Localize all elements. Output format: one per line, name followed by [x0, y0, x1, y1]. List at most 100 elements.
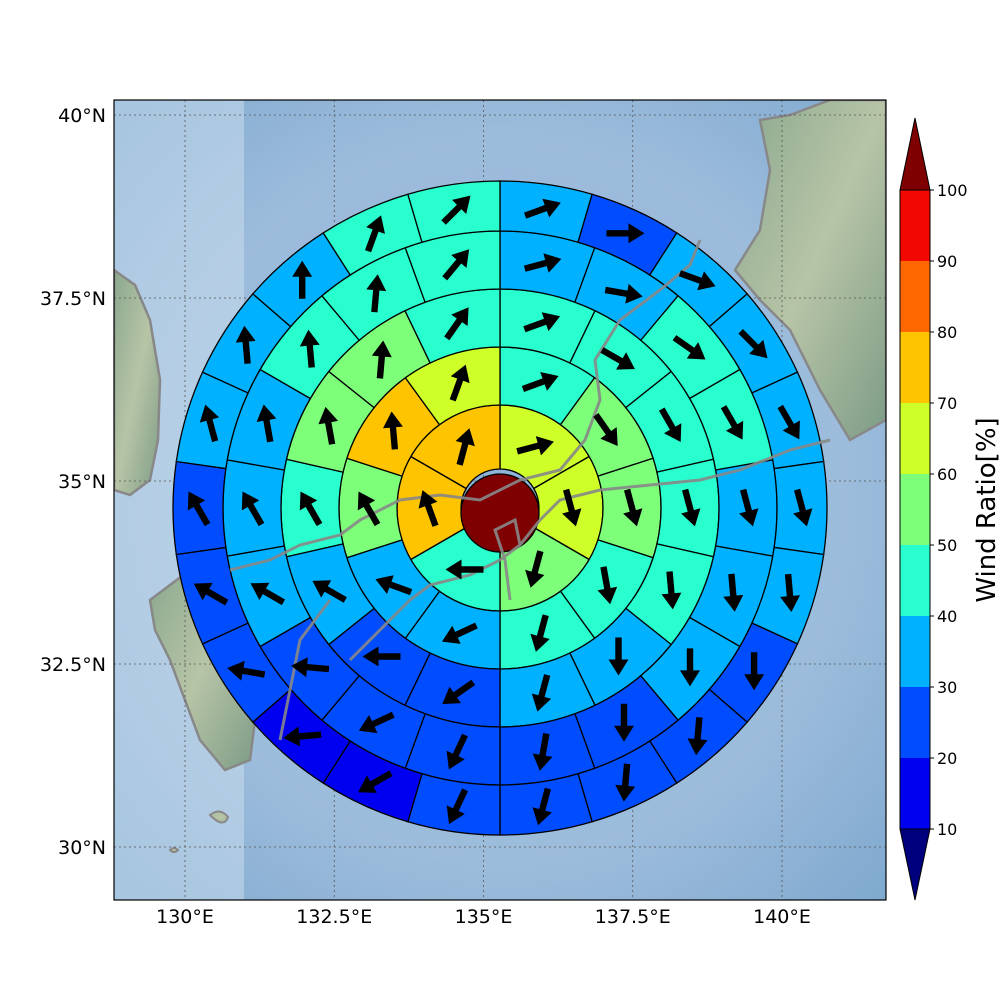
colorbar-segment: [900, 687, 930, 758]
wind-arrow-icon: [256, 404, 277, 443]
wind-arrow-icon: [623, 488, 643, 527]
wind-arrow-icon: [283, 726, 322, 747]
wind-arrow-icon: [312, 580, 347, 603]
wind-arrow-icon: [593, 413, 618, 446]
wind-arrow-icon: [358, 711, 395, 734]
wind-arrow-icon: [357, 491, 381, 527]
colorbar-tick-label: 30: [937, 678, 957, 697]
wind-arrow-icon: [446, 733, 468, 770]
land-honshu-north: [733, 100, 886, 442]
wind-arrow-icon: [444, 307, 469, 341]
wind-arrow-icon: [524, 198, 561, 219]
wind-arrow-icon: [383, 411, 403, 450]
x-tick-label: 137.5°E: [595, 906, 671, 928]
wind-arrow-icon: [532, 787, 552, 826]
wind-arrow-icon: [250, 582, 285, 606]
wind-arrow-icon: [681, 488, 701, 527]
wind-arrow-icon: [525, 550, 545, 588]
colorbar-tick-label: 50: [937, 536, 957, 555]
colorbar-segment: [900, 190, 930, 261]
x-axis-ticks: 130°E 132.5°E 135°E 137.5°E 140°E: [156, 906, 811, 928]
wind-arrow-icon: [187, 491, 211, 527]
colorbar-segment: [900, 474, 930, 545]
wind-arrow-icon: [235, 325, 256, 364]
wind-arrow-icon: [318, 406, 339, 445]
arrow-layer: [187, 195, 813, 826]
y-tick-label: 40°N: [58, 105, 106, 127]
plot-frame: [113, 99, 887, 901]
colorbar-tick-label: 10: [937, 820, 957, 839]
wind-arrow-icon: [530, 614, 550, 652]
colorbar-frame: [899, 189, 931, 830]
wind-arrow-icon: [562, 488, 582, 527]
wind-arrow-icon: [455, 428, 475, 466]
wind-arrow-icon: [365, 215, 385, 253]
colorbar-segment: [900, 758, 930, 829]
colorbar-tick-label: 20: [937, 749, 957, 768]
x-tick-label: 140°E: [753, 906, 811, 928]
wind-arrow-icon: [291, 657, 330, 678]
wind-arrow-icon: [661, 571, 682, 610]
wind-arrow-icon: [739, 488, 759, 527]
wind-arrow-icon: [516, 436, 554, 456]
land-korea: [114, 268, 162, 497]
wind-arrow-icon: [523, 253, 562, 273]
sector-layer: [172, 180, 828, 836]
colorbar-segment: [900, 545, 930, 616]
wind-arrow-icon: [241, 491, 265, 527]
wind-arrow-icon: [446, 788, 468, 825]
wind-arrow-icon: [680, 648, 700, 687]
wind-arrow-icon: [193, 582, 229, 606]
colorbar-label: Wind Ratio[%]: [972, 417, 1000, 602]
colorbar-segment: [900, 261, 930, 332]
x-tick-label: 135°E: [455, 906, 513, 928]
x-tick-label: 130°E: [156, 906, 214, 928]
wind-arrow-icon: [366, 274, 387, 313]
wind-arrow-icon: [614, 703, 634, 742]
wind-arrow-icon: [299, 329, 320, 368]
colorbar-segment: [900, 332, 930, 403]
wind-arrow-icon: [777, 404, 800, 440]
wind-arrow-icon: [744, 652, 765, 691]
land-islands: [168, 810, 230, 853]
wind-arrow-icon: [608, 637, 629, 676]
y-axis-ticks: 40°N 37.5°N 35°N 32.5°N 30°N: [40, 105, 106, 859]
y-tick-label: 32.5°N: [40, 654, 106, 676]
wind-arrow-icon: [687, 717, 708, 756]
colorbar-extend-max: [899, 117, 931, 191]
wind-arrow-icon: [375, 575, 413, 596]
y-tick-label: 35°N: [58, 471, 106, 493]
wind-arrow-icon: [418, 490, 439, 527]
wind-arrow-icon: [532, 733, 553, 771]
wind-arrow-icon: [371, 340, 392, 379]
center-circle: [460, 473, 540, 553]
wind-arrow-icon: [299, 491, 323, 527]
y-tick-label: 30°N: [58, 837, 106, 859]
wind-arrow-icon: [723, 573, 744, 612]
wind-arrow-icon: [227, 660, 266, 681]
wind-arrow-icon: [445, 559, 484, 580]
wind-arrow-icon: [521, 372, 559, 392]
wind-arrow-icon: [358, 770, 393, 793]
colorbar-tick-label: 60: [937, 465, 957, 484]
colorbar-extend-min: [899, 828, 931, 901]
colorbar-tick-label: 40: [937, 607, 957, 626]
wind-arrow-icon: [793, 488, 813, 527]
wind-arrow-icon: [615, 763, 636, 802]
wind-arrow-icon: [442, 249, 470, 281]
wind-arrow-icon: [672, 335, 706, 360]
colorbar-tick-label: 100: [937, 181, 968, 200]
wind-arrow-icon: [362, 646, 401, 667]
wind-arrow-icon: [658, 407, 682, 442]
wind-arrow-icon: [606, 223, 645, 244]
wind-arrow-icon: [597, 566, 618, 605]
wind-arrow-icon: [720, 405, 744, 440]
colorbar: 10 20 30 40 50 60 70 80 90 100: [899, 117, 968, 901]
colorbar-tick-label: 80: [937, 323, 957, 342]
colorbar-segment: [900, 403, 930, 474]
wind-arrow-icon: [604, 283, 643, 304]
wind-arrow-icon: [531, 674, 552, 712]
colorbar-tick-label: 70: [937, 394, 957, 413]
wind-arrow-icon: [449, 364, 470, 402]
